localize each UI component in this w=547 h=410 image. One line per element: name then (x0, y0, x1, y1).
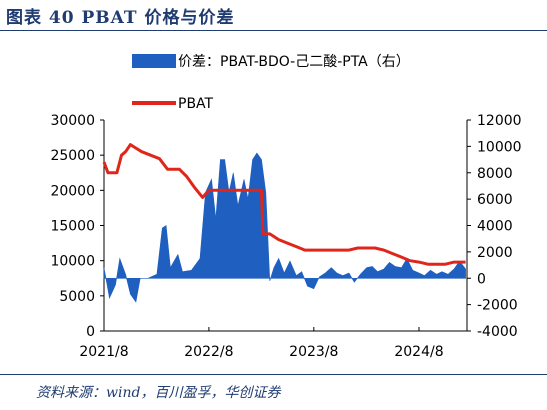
legend-label-pbat: PBAT (178, 96, 214, 112)
y-left-tick-label: 0 (86, 324, 95, 340)
y-left-tick-label: 10000 (50, 254, 95, 270)
series-area-spread (103, 152, 466, 303)
x-tick-label: 2023/8 (289, 344, 338, 360)
source-note: 资料来源：wind，百川盈孚，华创证券 (36, 385, 281, 401)
plot-area (102, 143, 466, 303)
y-right-tick-label: 12000 (477, 113, 522, 129)
title-rule (0, 30, 547, 31)
y-right-tick-label: 0 (477, 271, 486, 287)
x-tick-label: 2022/8 (184, 344, 233, 360)
y-right-tick-label: 6000 (477, 192, 513, 208)
y-left-tick-label: 30000 (50, 113, 95, 129)
series-line-pbat (102, 143, 466, 266)
y-left-tick-label: 20000 (50, 183, 95, 199)
y-right-tick-label: 8000 (477, 166, 513, 182)
legend-swatch-spread (132, 54, 176, 68)
y-right-tick-label: -4000 (477, 324, 518, 340)
legend-label-spread: 价差：PBAT-BDO-己二酸-PTA（右） (178, 54, 410, 70)
chart: 价差：PBAT-BDO-己二酸-PTA（右） PBAT 0 5000 10000 15… (50, 54, 522, 360)
x-tick-label: 2024/8 (394, 344, 443, 360)
y-right-tick-label: 4000 (477, 219, 513, 235)
y-left-tick-label: 15000 (50, 219, 95, 235)
y-left-tick-label: 5000 (59, 289, 95, 305)
y-right-tick-label: 2000 (477, 245, 513, 261)
x-tick-label: 2021/8 (79, 344, 128, 360)
y-right-tick-label: -2000 (477, 298, 518, 314)
axes: 050001000015000200002500030000-4000-2000… (50, 113, 521, 360)
y-left-tick-label: 25000 (50, 148, 95, 164)
source-rule (0, 374, 547, 375)
legend: 价差：PBAT-BDO-己二酸-PTA（右） PBAT (132, 54, 410, 112)
figure-title: 图表 40 PBAT 价格与价差 (6, 8, 235, 28)
y-right-tick-label: 10000 (477, 139, 522, 155)
